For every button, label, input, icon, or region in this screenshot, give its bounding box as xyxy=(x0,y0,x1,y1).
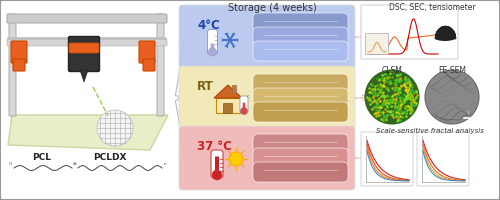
Text: c: c xyxy=(247,94,250,99)
FancyBboxPatch shape xyxy=(179,126,355,190)
FancyBboxPatch shape xyxy=(224,104,232,114)
Text: RT: RT xyxy=(197,80,214,93)
Text: CLSM: CLSM xyxy=(382,66,402,75)
Text: 1: 1 xyxy=(467,111,469,115)
Circle shape xyxy=(97,110,133,146)
Circle shape xyxy=(208,48,216,56)
Text: O: O xyxy=(9,162,12,166)
Circle shape xyxy=(240,108,248,114)
Polygon shape xyxy=(214,85,242,98)
FancyBboxPatch shape xyxy=(366,33,388,54)
FancyBboxPatch shape xyxy=(240,96,248,113)
FancyBboxPatch shape xyxy=(179,5,355,69)
FancyBboxPatch shape xyxy=(253,162,348,182)
Text: PCL: PCL xyxy=(32,154,52,162)
FancyBboxPatch shape xyxy=(417,132,469,186)
Polygon shape xyxy=(8,115,168,150)
Polygon shape xyxy=(80,70,88,82)
FancyBboxPatch shape xyxy=(68,36,100,72)
Circle shape xyxy=(229,152,243,166)
FancyBboxPatch shape xyxy=(13,59,25,71)
Circle shape xyxy=(425,70,479,124)
Text: Scale-sensitive fractal analysis: Scale-sensitive fractal analysis xyxy=(376,128,484,134)
FancyBboxPatch shape xyxy=(361,132,413,186)
Ellipse shape xyxy=(435,35,455,41)
FancyBboxPatch shape xyxy=(232,85,236,93)
FancyBboxPatch shape xyxy=(253,13,348,33)
Circle shape xyxy=(212,170,222,180)
FancyBboxPatch shape xyxy=(253,134,348,154)
Text: O: O xyxy=(73,162,76,166)
FancyBboxPatch shape xyxy=(157,14,164,116)
Text: 4°C: 4°C xyxy=(197,19,220,32)
FancyBboxPatch shape xyxy=(179,66,355,130)
FancyBboxPatch shape xyxy=(361,5,458,59)
FancyBboxPatch shape xyxy=(253,148,348,168)
FancyBboxPatch shape xyxy=(215,156,219,176)
FancyBboxPatch shape xyxy=(253,41,348,61)
FancyBboxPatch shape xyxy=(7,39,167,46)
FancyBboxPatch shape xyxy=(253,27,348,47)
Circle shape xyxy=(365,70,419,124)
FancyBboxPatch shape xyxy=(69,43,99,53)
Text: 37 °C: 37 °C xyxy=(197,140,232,153)
Text: n: n xyxy=(74,162,76,166)
Text: Storage (4 weeks): Storage (4 weeks) xyxy=(228,3,316,13)
FancyBboxPatch shape xyxy=(211,150,223,178)
Text: DSC, SEC, tensiometer: DSC, SEC, tensiometer xyxy=(388,3,476,12)
Text: PCLDX: PCLDX xyxy=(93,154,127,162)
Text: n: n xyxy=(164,162,166,166)
FancyBboxPatch shape xyxy=(242,103,246,111)
FancyBboxPatch shape xyxy=(253,102,348,122)
FancyBboxPatch shape xyxy=(11,41,27,63)
Polygon shape xyxy=(216,98,240,113)
FancyBboxPatch shape xyxy=(143,59,155,71)
FancyBboxPatch shape xyxy=(139,41,155,63)
FancyBboxPatch shape xyxy=(253,74,348,94)
FancyBboxPatch shape xyxy=(210,44,214,52)
FancyBboxPatch shape xyxy=(7,14,167,23)
FancyBboxPatch shape xyxy=(9,14,16,116)
Text: FE-SEM: FE-SEM xyxy=(438,66,466,75)
FancyBboxPatch shape xyxy=(253,88,348,108)
FancyBboxPatch shape xyxy=(208,29,218,54)
